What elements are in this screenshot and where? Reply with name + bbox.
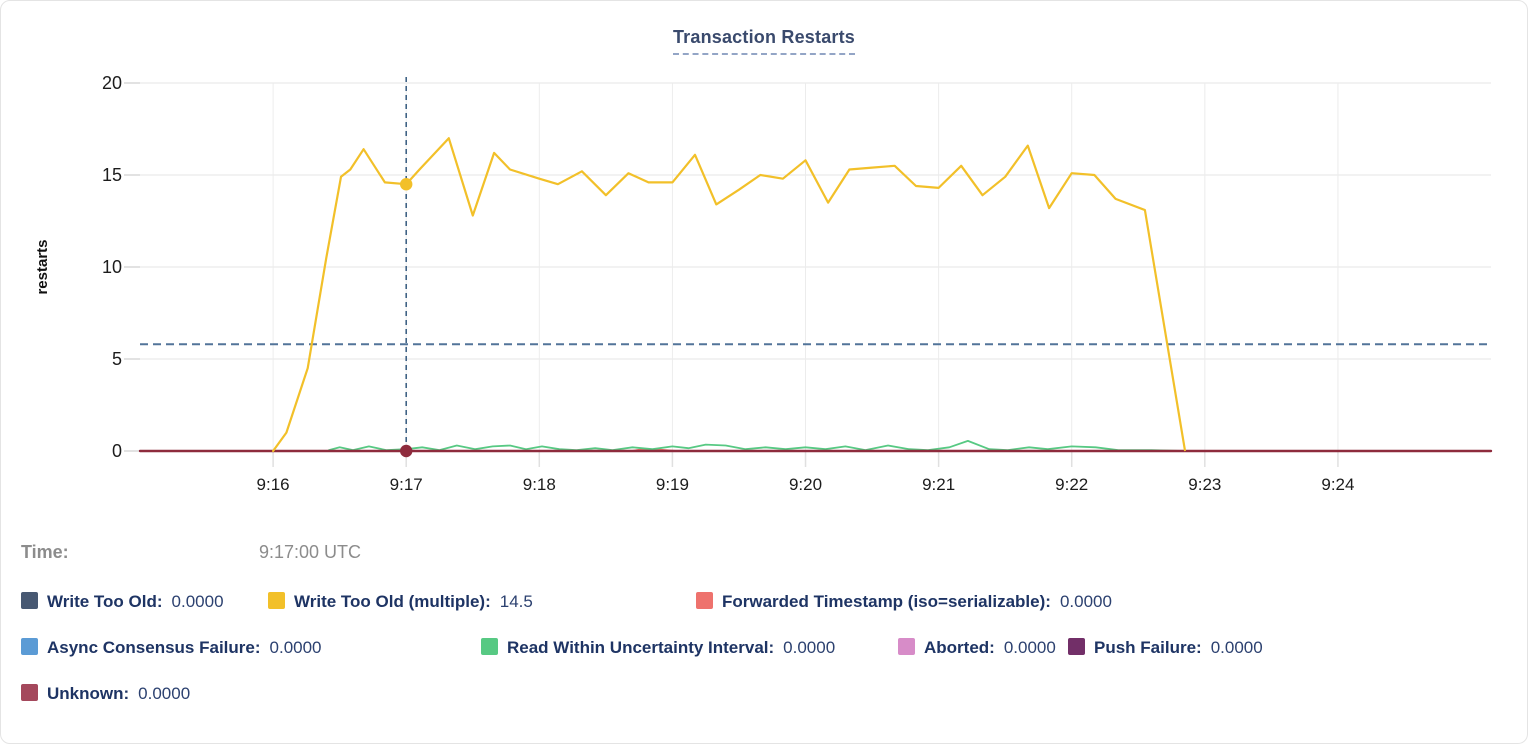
legend-item-write-too-old: Write Too Old: 0.0000 bbox=[21, 592, 224, 614]
svg-text:9:22: 9:22 bbox=[1055, 475, 1088, 494]
legend-item-aborted: Aborted: 0.0000 bbox=[898, 638, 1056, 660]
svg-text:9:16: 9:16 bbox=[257, 475, 290, 494]
legend-value: 14.5 bbox=[499, 592, 533, 611]
time-label: Time: bbox=[21, 542, 69, 562]
chart-title[interactable]: Transaction Restarts bbox=[672, 27, 856, 55]
svg-text:9:18: 9:18 bbox=[523, 475, 556, 494]
chart-header: Transaction Restarts bbox=[1, 27, 1527, 55]
legend-item-async-consensus-failure: Async Consensus Failure: 0.0000 bbox=[21, 638, 322, 660]
legend-item-read-within-uncertainty-interval: Read Within Uncertainty Interval: 0.0000 bbox=[481, 638, 835, 660]
svg-text:10: 10 bbox=[102, 257, 122, 277]
legend-label: Unknown: bbox=[47, 684, 130, 703]
legend-value: 0.0000 bbox=[1210, 638, 1263, 657]
legend-label: Push Failure: bbox=[1094, 638, 1202, 657]
legend-label: Write Too Old (multiple): bbox=[294, 592, 491, 611]
legend-label: Aborted: bbox=[924, 638, 995, 657]
svg-text:restarts: restarts bbox=[34, 239, 51, 294]
legend-value: 0.0000 bbox=[1059, 592, 1112, 611]
legend-value: 0.0000 bbox=[1003, 638, 1056, 657]
svg-text:20: 20 bbox=[102, 73, 122, 93]
legend-label: Read Within Uncertainty Interval: bbox=[507, 638, 775, 657]
svg-text:9:23: 9:23 bbox=[1188, 475, 1221, 494]
legend-swatch-push-failure-icon bbox=[1068, 638, 1085, 655]
svg-text:5: 5 bbox=[112, 349, 122, 369]
svg-text:0: 0 bbox=[112, 441, 122, 461]
svg-text:9:19: 9:19 bbox=[656, 475, 689, 494]
legend-label: Forwarded Timestamp (iso=serializable): bbox=[722, 592, 1051, 611]
svg-text:9:17: 9:17 bbox=[390, 475, 423, 494]
legend-value: 0.0000 bbox=[138, 684, 191, 703]
legend-swatch-aborted-icon bbox=[898, 638, 915, 655]
legend-item-write-too-old-multiple: Write Too Old (multiple): 14.5 bbox=[268, 592, 533, 614]
legend-item-forwarded-timestamp: Forwarded Timestamp (iso=serializable): 0… bbox=[696, 592, 1112, 614]
legend-value: 0.0000 bbox=[171, 592, 224, 611]
legend-item-unknown: Unknown: 0.0000 bbox=[21, 684, 190, 706]
legend-swatch-async-consensus-failure-icon bbox=[21, 638, 38, 655]
legend-swatch-unknown-icon bbox=[21, 684, 38, 701]
legend-value: 0.0000 bbox=[783, 638, 836, 657]
legend-swatch-forwarded-timestamp-icon bbox=[696, 592, 713, 609]
svg-text:15: 15 bbox=[102, 165, 122, 185]
svg-text:9:20: 9:20 bbox=[789, 475, 822, 494]
restarts-chart[interactable]: 0 5 10 15 20 9:16 9:17 9:18 9:19 9:20 9:21 9:22 9:23… bbox=[1, 1, 1528, 513]
legend-item-push-failure: Push Failure: 0.0000 bbox=[1068, 638, 1263, 660]
legend-label: Async Consensus Failure: bbox=[47, 638, 261, 657]
svg-text:9:21: 9:21 bbox=[922, 475, 955, 494]
legend-swatch-read-within-uncertainty-interval-icon bbox=[481, 638, 498, 655]
time-value: 9:17:00 UTC bbox=[259, 542, 362, 562]
svg-text:9:24: 9:24 bbox=[1321, 475, 1354, 494]
legend-swatch-write-too-old-multiple-icon bbox=[268, 592, 285, 609]
legend-value: 0.0000 bbox=[269, 638, 322, 657]
legend-swatch-write-too-old-icon bbox=[21, 592, 38, 609]
legend-label: Write Too Old: bbox=[47, 592, 163, 611]
